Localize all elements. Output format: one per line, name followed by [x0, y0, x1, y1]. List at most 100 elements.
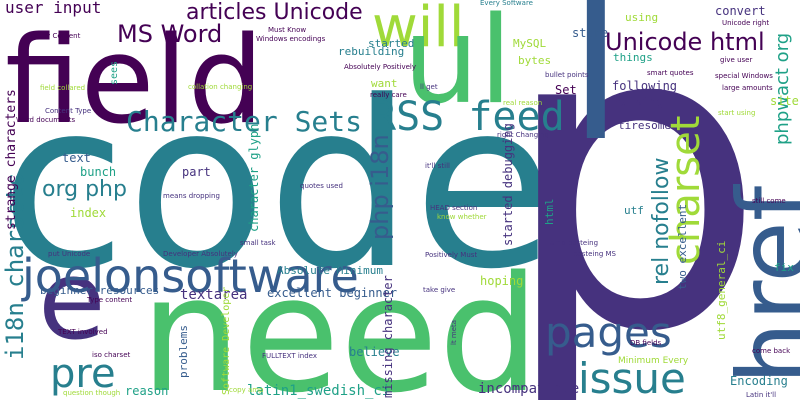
word-sees: sees [109, 60, 120, 85]
word-excellent-beginner: excellent beginner [267, 286, 398, 300]
word-smart-quotes: smart quotes [647, 69, 694, 77]
word-e: e [38, 236, 106, 364]
word-rebuilding: rebuilding [338, 45, 405, 58]
word-really-care: really care [370, 91, 407, 99]
word-strange-characters: strange characters [4, 89, 19, 230]
word-user-input: user input [5, 0, 102, 17]
word-head-section: HEAD section [430, 204, 478, 212]
word-joelonsoftware: joelonsoftware [22, 249, 359, 303]
word-hoping: hoping [480, 274, 524, 288]
word-windows-encodings: Windows encodings [256, 35, 326, 43]
word-site: site [770, 94, 799, 108]
word-set: Set [555, 83, 577, 97]
word-problems: problems [177, 325, 190, 378]
word-textarea: textarea [180, 287, 248, 303]
word-positively-must: Positively Must [425, 251, 478, 259]
word-unicode-right: Unicode right [722, 19, 770, 27]
word-absolute-minimum: Absolute Minimum [277, 264, 383, 277]
word-index: index [70, 206, 107, 220]
word-still-come: still come [752, 197, 786, 205]
word-must-know: Must Know [268, 26, 307, 34]
word-equiv-content: equiv Content [31, 32, 81, 40]
word-mysql: MySQL [513, 37, 547, 50]
word-field-collared: field collared [40, 84, 86, 92]
word-ul: ul [403, 0, 513, 131]
word-iso-charset: iso charset [92, 351, 131, 359]
word-incompatible: incompatible [478, 381, 580, 397]
word-phpwact-org: phpwact org [772, 32, 793, 145]
word-know-whether: know whether [437, 213, 487, 221]
word-utf: utf [624, 204, 644, 217]
word-will: will [372, 0, 465, 60]
word-question-though: question though [63, 389, 121, 397]
word-two-excellent: two excellent [676, 203, 689, 290]
word-word-documents: Word documents [16, 116, 76, 124]
word-small-task: small task [240, 239, 276, 247]
word-pasteing-ms: pasteing MS [573, 250, 616, 258]
word-take-give: take give [423, 286, 456, 294]
word-text-involved: TEXT involved [58, 328, 108, 336]
word-special-windows: special Windows [715, 72, 773, 80]
word-php-i18n: php i18n [366, 134, 394, 240]
word-bytes: bytes [518, 54, 552, 67]
word-db-fields: DB fields [630, 339, 662, 347]
word-latin1-swedish-ci: latin1_swedish_ci [247, 383, 391, 399]
word-part: part [182, 165, 211, 179]
word-pages: pages [545, 308, 672, 357]
word-started-debugging: started debugging [501, 123, 515, 246]
word-missing-character: missing character [381, 275, 395, 398]
word-fulltext-index: FULLTEXT index [262, 352, 318, 360]
word-fix: fix [774, 261, 794, 274]
word-code: code [0, 53, 555, 320]
word-pre: pre [50, 351, 116, 397]
word-started: started [368, 37, 415, 50]
word-collation-changing: collation changing [188, 83, 253, 91]
word-character-glyph: character glyph [247, 123, 261, 232]
word-latin-itll: Latin it'll [746, 391, 777, 399]
word-ms-word: MS Word [117, 20, 223, 48]
word-bullet-points: bullet points [545, 71, 589, 79]
word-type-content: Type content [87, 296, 133, 304]
word-means-dropping: means dropping [163, 192, 220, 200]
word-utf8-general-ci: utf8_general_ci [715, 240, 728, 340]
word-using: using [625, 11, 659, 24]
word-come-back: come back [752, 347, 791, 355]
word-rel-nofollow: rel nofollow [649, 157, 674, 286]
word-minimum-every: Minimum Every [618, 356, 689, 366]
word-beginner-resources: beginner resources [40, 284, 160, 297]
word-store: store [572, 26, 609, 40]
word-things: things [613, 51, 653, 64]
word-large-amounts: large amounts [722, 84, 773, 92]
word-put-unicode: put Unicode [48, 250, 91, 258]
word-content-type: Content Type [45, 107, 92, 115]
word-real-reason: real reason [503, 99, 543, 107]
word-ll-get: ll get [420, 83, 438, 91]
word-articles-unicode: articles Unicode [186, 0, 363, 25]
word-believe: believe [349, 345, 400, 359]
word-start-using: start using [718, 109, 756, 117]
word-absolutely-positively: Absolutely Positively [344, 63, 416, 71]
word-quotes-used: quotes used [300, 182, 343, 190]
word-copy-amp: copy amp [229, 386, 264, 394]
word-issue: issue [578, 354, 686, 400]
word-tiresome: tiresome [618, 119, 671, 132]
word-org-php: org php [42, 177, 127, 202]
word-give-user: give user [720, 56, 753, 64]
word-html: html [543, 198, 556, 226]
word-unicode-html: Unicode html [605, 28, 765, 56]
word-developer-absolutely: Developer Absolutely [163, 250, 238, 258]
word-want: want [371, 77, 398, 90]
word-character-sets: Character Sets [126, 105, 363, 138]
word-encoding: Encoding [730, 374, 788, 388]
word-software-developer: Software Developer [221, 286, 232, 395]
word-every-software: Every Software [480, 0, 533, 7]
word-field: field [5, 12, 264, 151]
word-text: text [62, 151, 91, 165]
word-need: need [140, 241, 540, 400]
word-lt-meta: lt meta [450, 319, 458, 345]
word-following: following [612, 79, 678, 93]
word-convert: convert [715, 4, 766, 18]
word-bunch: bunch [80, 165, 117, 179]
word-l: l [568, 0, 624, 186]
